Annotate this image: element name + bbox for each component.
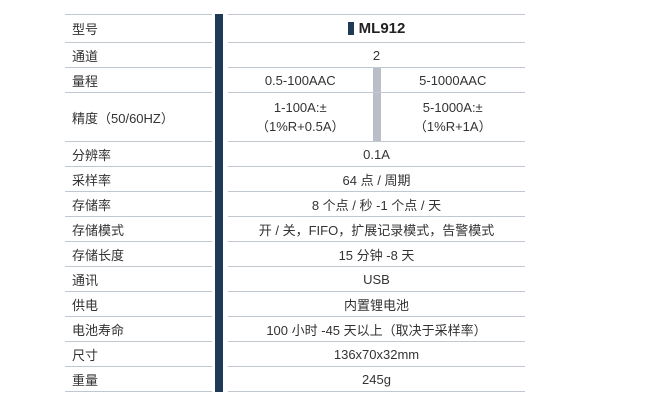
spec-value: USB (228, 267, 525, 292)
spec-value: 内置锂电池 (228, 292, 525, 317)
model-name: ML912 (358, 20, 406, 37)
spec-label: 通讯 (65, 267, 212, 292)
spec-value: 0.1A (228, 142, 525, 167)
column-divider (372, 93, 381, 141)
accent-bar (215, 14, 223, 392)
spec-value-line: 1-100A:± (273, 100, 327, 115)
spec-value: 8 个点 / 秒 -1 个点 / 天 (228, 192, 525, 217)
spec-value: 2 (228, 43, 525, 68)
spec-value: 0.5-100AAC 5-1000AAC (228, 68, 525, 93)
spec-label: 存储模式 (65, 217, 212, 242)
spec-row: 采样率 64 点 / 周期 (65, 167, 525, 192)
spec-label: 通道 (65, 43, 212, 68)
spec-row: 电池寿命 100 小时 -45 天以上（取决于采样率） (65, 317, 525, 342)
spec-value-line: 5-1000AAC (419, 72, 487, 88)
spec-row: 量程 0.5-100AAC 5-1000AAC (65, 68, 525, 93)
spec-value-line: （1%R+1A） (413, 119, 492, 134)
spec-label: 存储长度 (65, 242, 212, 267)
spec-table: 型号 ML912 通道 2 量程 0.5-100AAC 5-1000AAC 精度（50/60H… (65, 14, 525, 392)
spec-row: 重量 245g (65, 367, 525, 392)
spec-value: 245g (228, 367, 525, 392)
spec-label: 存储率 (65, 192, 212, 217)
spec-row-model: 型号 ML912 (65, 14, 525, 43)
spec-label: 型号 (65, 14, 212, 43)
spec-subvalue: 5-1000AAC (381, 68, 526, 92)
spec-subvalue: 0.5-100AAC (228, 68, 373, 92)
spec-label: 尺寸 (65, 342, 212, 367)
spec-label: 供电 (65, 292, 212, 317)
spec-label: 量程 (65, 68, 212, 93)
spec-value: 64 点 / 周期 (228, 167, 525, 192)
spec-subvalue: 1-100A:± （1%R+0.5A） (228, 93, 373, 141)
spec-value-line: 5-1000A:± (422, 100, 483, 115)
spec-row: 通道 2 (65, 43, 525, 68)
spec-subvalue: 5-1000A:± （1%R+1A） (381, 93, 526, 141)
spec-row: 存储模式开 / 关，FIFO，扩展记录模式，告警模式 (65, 217, 525, 242)
spec-label: 重量 (65, 367, 212, 392)
spec-label: 采样率 (65, 167, 212, 192)
spec-value-line: 0.5-100AAC (264, 72, 336, 88)
column-divider (372, 68, 381, 92)
spec-value: 1-100A:± （1%R+0.5A） 5-1000A:± （1%R+1A） (228, 93, 525, 142)
spec-row: 供电 内置锂电池 (65, 292, 525, 317)
spec-row: 通讯 USB (65, 267, 525, 292)
spec-value: 15 分钟 -8 天 (228, 242, 525, 267)
spec-row: 存储长度 15 分钟 -8 天 (65, 242, 525, 267)
spec-value: ML912 (228, 14, 525, 43)
spec-row: 分辨率 0.1A (65, 142, 525, 167)
spec-label: 电池寿命 (65, 317, 212, 342)
spec-row: 精度（50/60HZ） 1-100A:± （1%R+0.5A） 5-1000A:± （1… (65, 93, 525, 142)
spec-value: 开 / 关，FIFO，扩展记录模式，告警模式 (228, 217, 525, 242)
spec-value: 136x70x32mm (228, 342, 525, 367)
spec-value-line: （1%R+0.5A） (255, 119, 345, 134)
spec-label: 分辨率 (65, 142, 212, 167)
model-badge-icon (347, 22, 354, 35)
spec-rows: 型号 ML912 通道 2 量程 0.5-100AAC 5-1000AAC 精度（50/60H… (65, 14, 525, 392)
spec-row: 尺寸 136x70x32mm (65, 342, 525, 367)
spec-row: 存储率 8 个点 / 秒 -1 个点 / 天 (65, 192, 525, 217)
spec-value: 100 小时 -45 天以上（取决于采样率） (228, 317, 525, 342)
spec-label: 精度（50/60HZ） (65, 93, 212, 142)
